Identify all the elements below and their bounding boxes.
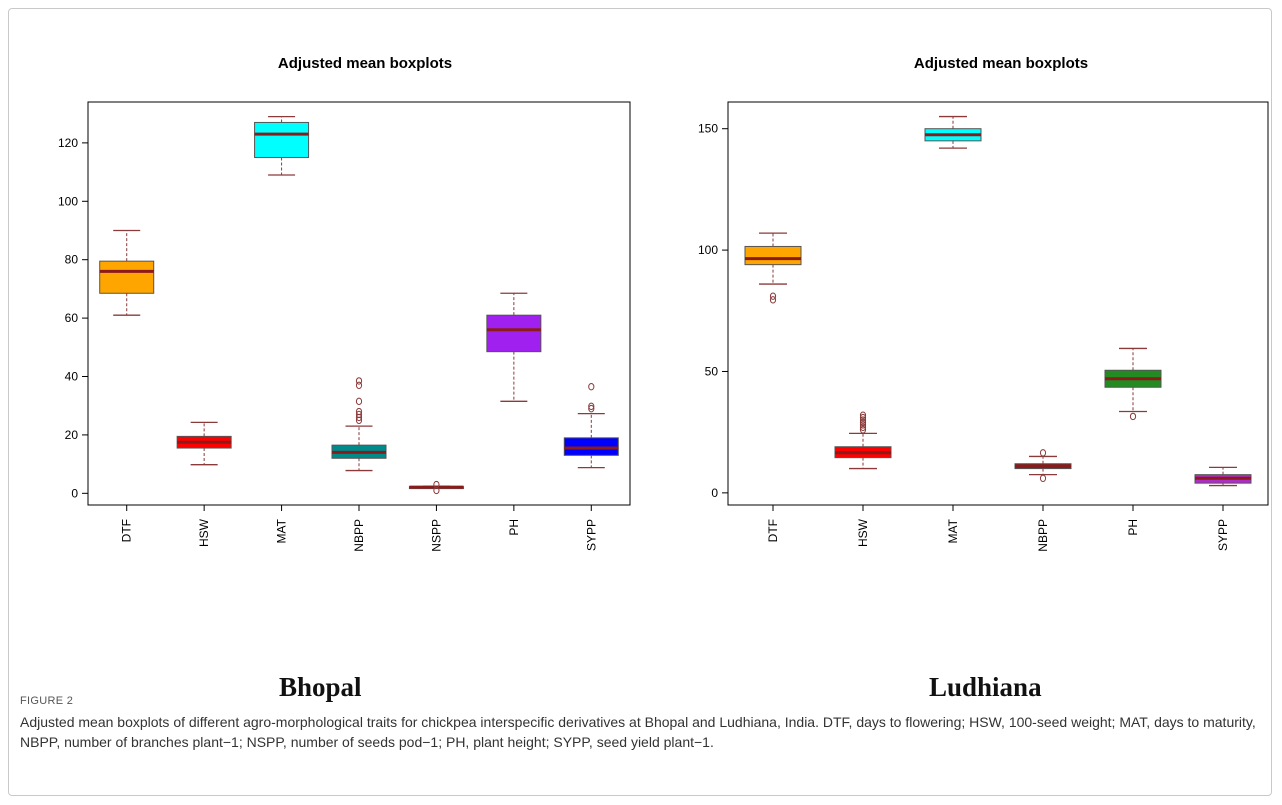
- outlier-point: [769, 292, 777, 300]
- figure-caption: Adjusted mean boxplots of different agro…: [20, 714, 1256, 750]
- box-ph: [486, 292, 542, 402]
- outlier-point: [1039, 474, 1047, 482]
- box-iqr: [744, 245, 802, 266]
- box-mat: [924, 115, 982, 149]
- box-nbpp: [331, 377, 387, 472]
- ludhiana-boxplot-chart: Adjusted mean boxplots 0 50 100 150 DTF HSW MA…: [698, 55, 1269, 552]
- box-nbpp: [1014, 449, 1072, 482]
- outlier-point: [355, 410, 363, 419]
- outlier-point: [859, 413, 867, 422]
- outlier-point: [1129, 412, 1137, 421]
- outlier-point: [859, 426, 867, 434]
- x-tick-label: NSPP: [429, 519, 443, 552]
- x-tick-label: MAT: [275, 518, 289, 543]
- x-tick-label: NBPP: [1036, 519, 1050, 552]
- x-tick-label: NBPP: [352, 519, 366, 552]
- y-tick-label: 120: [58, 136, 78, 150]
- figure-frame: [8, 8, 1272, 796]
- box-ph: [1104, 347, 1162, 421]
- bhopal-boxplot-chart: Adjusted mean boxplots 0 20 40 60 80 100 120 DT…: [58, 55, 631, 552]
- outlier-point: [433, 486, 440, 495]
- x-tick-label: SYPP: [1216, 519, 1230, 551]
- x-tick-label: HSW: [197, 518, 211, 547]
- y-tick-label: 100: [698, 243, 718, 257]
- x-tick-label: PH: [1126, 519, 1140, 536]
- outlier-point: [859, 418, 867, 427]
- outlier-point: [859, 411, 867, 419]
- outlier-point: [859, 416, 867, 424]
- box-iqr: [99, 260, 155, 294]
- box-dtf: [99, 229, 155, 316]
- x-tick-label: SYPP: [584, 519, 598, 551]
- outlier-point: [769, 296, 777, 304]
- box-mat: [254, 115, 310, 176]
- box-iqr: [486, 314, 542, 353]
- box-sypp: [563, 383, 619, 469]
- y-tick-label: 150: [698, 122, 718, 136]
- figure-label: FIGURE 2: [20, 695, 74, 707]
- chart-title: Adjusted mean boxplots: [914, 55, 1088, 72]
- outlier-point: [355, 381, 363, 389]
- box-hsw: [176, 421, 232, 466]
- outlier-point: [433, 480, 440, 489]
- box-sypp: [1194, 466, 1252, 487]
- x-tick-label: MAT: [946, 518, 960, 543]
- box-hsw: [834, 411, 892, 470]
- outlier-point: [859, 423, 867, 432]
- y-tick-label: 100: [58, 194, 78, 208]
- x-tick-label: PH: [507, 519, 521, 536]
- outlier-point: [859, 421, 867, 429]
- chart-title: Adjusted mean boxplots: [278, 55, 452, 72]
- outlier-point: [1039, 449, 1047, 457]
- outlier-point: [355, 397, 363, 406]
- outlier-point: [588, 383, 595, 391]
- y-tick-label: 0: [711, 486, 718, 500]
- box-nspp: [408, 480, 464, 495]
- y-tick-label: 60: [65, 311, 79, 325]
- outlier-point: [355, 413, 363, 422]
- y-tick-label: 50: [705, 364, 719, 378]
- box-iqr: [254, 121, 310, 158]
- x-tick-label: DTF: [120, 519, 134, 542]
- place-label-ludhiana: Ludhiana: [929, 672, 1042, 702]
- outlier-point: [588, 402, 595, 410]
- box-dtf: [744, 232, 802, 304]
- y-tick-label: 40: [65, 370, 79, 384]
- y-tick-label: 0: [71, 486, 78, 500]
- y-tick-label: 20: [65, 428, 79, 442]
- outlier-point: [355, 416, 363, 425]
- x-tick-label: HSW: [856, 518, 870, 547]
- outlier-point: [355, 377, 363, 385]
- outlier-point: [355, 407, 363, 416]
- y-tick-label: 80: [65, 253, 79, 267]
- x-tick-label: DTF: [766, 519, 780, 542]
- plot-frame: [727, 101, 1269, 506]
- place-label-bhopal: Bhopal: [279, 672, 362, 702]
